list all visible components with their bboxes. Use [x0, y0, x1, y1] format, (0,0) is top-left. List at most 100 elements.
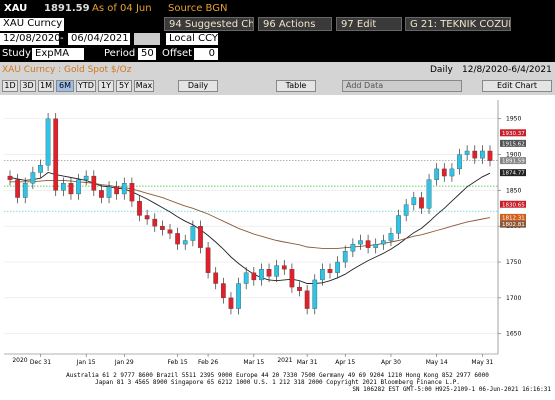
footer-line: Australia 61 2 9777 8600 Brazil 5511 239… [66, 372, 489, 379]
candle-body [259, 269, 264, 281]
candle-body [220, 283, 226, 299]
candle-body [114, 186, 120, 195]
price-label-box [500, 129, 526, 137]
period-button[interactable]: 1Y [98, 80, 114, 92]
chart-background [0, 95, 555, 371]
candle-body [129, 183, 135, 202]
candle-body [236, 283, 241, 309]
candle-body [426, 179, 432, 209]
offset-label: Offset [162, 48, 193, 59]
end-date[interactable]: 06/04/2021 [68, 33, 130, 45]
candle-body [190, 226, 196, 241]
year-label: 2021 [277, 357, 292, 364]
footer [0, 371, 555, 400]
moving-average [10, 179, 491, 249]
price-label: 1830.65 [502, 202, 525, 208]
period-button[interactable]: Max [134, 80, 154, 92]
year-label: 2020 [12, 357, 27, 364]
candle-body [297, 286, 302, 291]
candle-body [45, 118, 51, 166]
price-label: 1915.62 [502, 141, 525, 147]
candle-body [38, 165, 43, 173]
price-label: 1874.77 [502, 171, 525, 177]
table-button[interactable]: Table [276, 80, 316, 92]
source: Source BGN [168, 3, 228, 14]
candle-body [152, 218, 158, 227]
period-button[interactable]: YTD [76, 80, 96, 92]
candle-body [289, 269, 295, 288]
candle-body [251, 272, 257, 281]
candle-body [228, 297, 234, 309]
x-tick-label: Dec 31 [30, 359, 51, 366]
candle-body [472, 150, 478, 159]
y-tick-label: 1900 [506, 152, 521, 159]
footer-line: SN 106282 EST GMT-5:00 H925-2109-1 06-Ju… [352, 386, 551, 393]
candle-body [22, 183, 28, 198]
candle-body [106, 186, 112, 198]
start-date[interactable]: 12/08/2020 [0, 33, 59, 45]
candle-body [60, 183, 66, 191]
price-label-box [500, 200, 526, 208]
candle-body [30, 172, 36, 184]
candle-body [403, 204, 409, 216]
candle-body [83, 175, 89, 180]
chart: 2020 2021 1650170017501800185019001950De… [0, 95, 555, 371]
period-button[interactable]: 3D [20, 80, 36, 92]
period-button[interactable]: 1M [38, 80, 54, 92]
candle-body [487, 150, 493, 161]
price-label-box [500, 220, 526, 228]
period-label: Period [104, 48, 136, 59]
x-tick-label: May 14 [426, 359, 448, 366]
period-button[interactable]: 5Y [116, 80, 132, 92]
offset[interactable]: 0 [194, 48, 218, 60]
currency[interactable]: Local CCY [166, 33, 218, 45]
frequency: Daily [430, 65, 453, 75]
candle-body [358, 240, 363, 245]
candle-body [365, 240, 371, 248]
edit[interactable]: 97 Edit [336, 17, 402, 31]
as-of: As of 04 Jun [92, 3, 152, 14]
x-tick-label: Apr 30 [381, 359, 401, 366]
candle-body [434, 168, 440, 180]
candle-body [175, 233, 180, 245]
period[interactable]: 50 [138, 48, 156, 60]
candle-body [167, 229, 173, 234]
period-button[interactable]: 6M [56, 80, 74, 92]
moving-average [9, 172, 491, 284]
x-tick-label: Mar 15 [243, 359, 264, 366]
edit-chart[interactable]: Edit Chart [482, 80, 552, 92]
candle-body [312, 279, 318, 309]
security-input[interactable]: XAU Curncy [0, 18, 64, 31]
add-data[interactable]: Add Data [342, 80, 462, 92]
suggested-charts[interactable]: 94 Suggested Charts [164, 17, 254, 31]
candle-body [144, 215, 150, 220]
y-tick-label: 1850 [506, 187, 521, 194]
candle-body [457, 154, 462, 170]
candle-body [380, 240, 386, 245]
candle-body [419, 197, 424, 209]
price-label-box [500, 213, 526, 221]
candle-body [464, 150, 470, 155]
date-range: 12/8/2020-6/4/2021 [462, 65, 552, 75]
candle-body [335, 261, 340, 273]
period-button[interactable]: 1D [2, 80, 18, 92]
x-tick-label: May 31 [471, 359, 493, 366]
actions[interactable]: 96 Actions [258, 17, 332, 31]
frequency-menu[interactable]: Daily [178, 80, 218, 92]
page-title: G 21: TEKNIK COZUMLEM... [405, 17, 511, 31]
candle-body [15, 179, 20, 198]
candle-body [53, 118, 59, 191]
candle-body [350, 243, 356, 252]
candle-body [373, 243, 379, 248]
footer-line: Japan 81 3 4565 8900 Singapore 65 6212 1… [95, 379, 460, 386]
study-name[interactable]: ExpMA [32, 48, 84, 60]
candle-body [266, 269, 272, 277]
price-label-box [500, 139, 526, 147]
calendar-button[interactable] [134, 33, 160, 45]
candle-body [304, 290, 310, 309]
security-name: XAU Curncy : Gold Spot $/Oz [2, 65, 132, 75]
x-tick-label: Jan 29 [114, 359, 134, 366]
study-label: Study [2, 48, 31, 59]
x-tick-label: Feb 15 [168, 359, 188, 366]
